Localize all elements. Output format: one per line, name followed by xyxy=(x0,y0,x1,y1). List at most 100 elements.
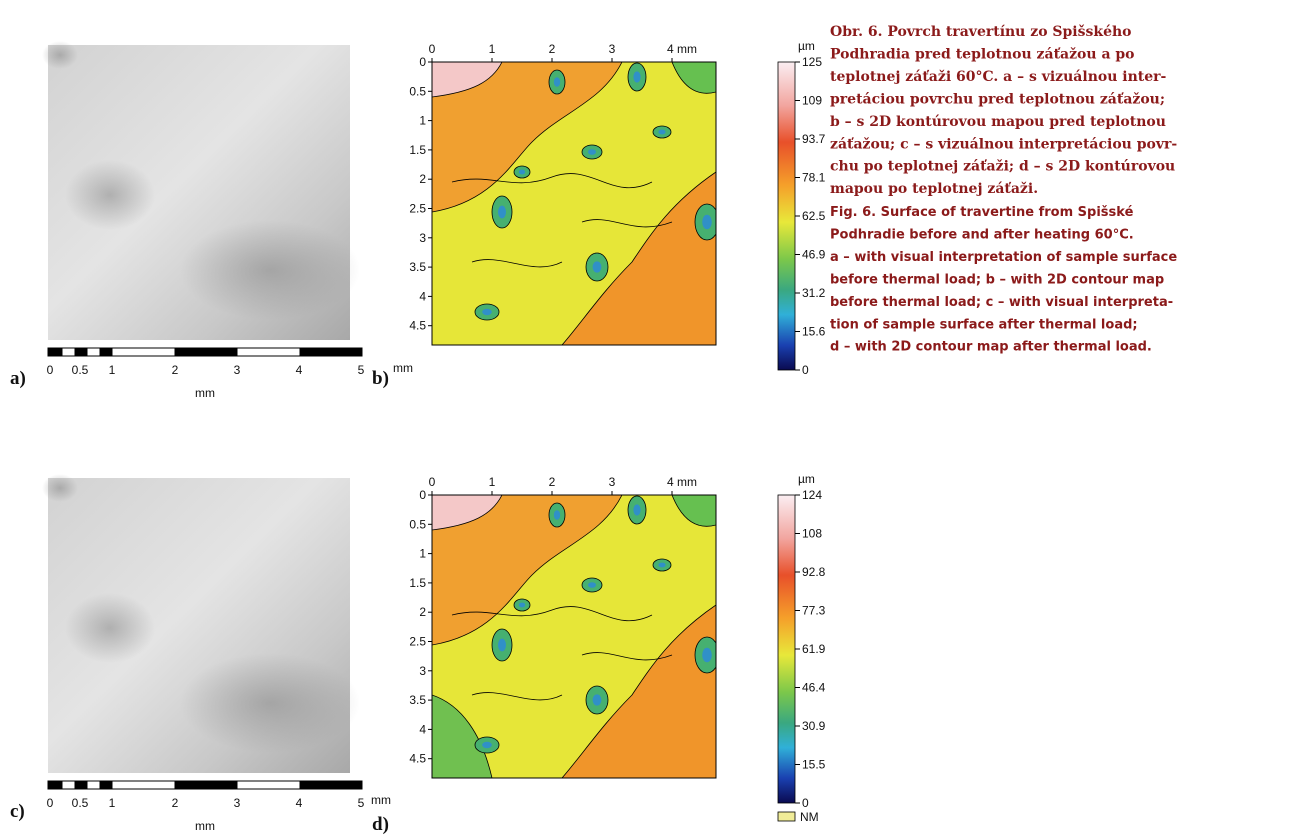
colorbar xyxy=(777,61,796,371)
y-axis-label: 4.5 xyxy=(409,319,426,333)
y-axis-label: 2.5 xyxy=(409,202,426,216)
x-axis-label: 1 xyxy=(489,475,496,489)
scale-segment xyxy=(74,347,88,357)
colorbar-label: 124 xyxy=(802,488,822,502)
scale-label: 1 xyxy=(109,363,116,377)
dark-patch xyxy=(42,474,78,502)
colorbar-label: 109 xyxy=(802,94,822,108)
contour-line xyxy=(451,606,673,701)
scale-segment xyxy=(299,780,363,790)
y-axis-label: 2.5 xyxy=(409,635,426,649)
scale-segment xyxy=(61,347,76,357)
caption-line: teplotnej záťaži 60°C. a – s vizuálnou i… xyxy=(830,69,1167,85)
y-axis-label: 1.5 xyxy=(409,576,426,590)
colorbar-label: 0 xyxy=(802,363,809,377)
x-axis-label: 4 mm xyxy=(667,475,697,489)
scale-segment xyxy=(174,347,238,357)
scale-label: 0.5 xyxy=(72,796,89,810)
low-core xyxy=(482,741,492,749)
peak-region xyxy=(432,62,503,98)
colorbar-label: 78.1 xyxy=(802,171,826,185)
map-frame xyxy=(431,494,717,779)
scale-label: 5 xyxy=(358,796,365,810)
scale-segment xyxy=(236,347,301,357)
scale-label: 0 xyxy=(47,363,54,377)
caption-line: pretáciou povrchu pred teplotnou záťažou… xyxy=(830,91,1165,107)
panel-label: d) xyxy=(372,814,389,835)
caption-line: before thermal load; c – with visual int… xyxy=(830,295,1173,310)
low-core xyxy=(498,638,506,652)
y-axis-label: 1.5 xyxy=(409,143,426,157)
low-core xyxy=(702,214,712,230)
high-region xyxy=(561,171,716,345)
colorbar-label: 15.5 xyxy=(802,758,826,772)
high-region xyxy=(432,495,623,646)
scale-segment xyxy=(86,780,101,790)
x-axis-label: 3 xyxy=(609,475,616,489)
legend-swatch xyxy=(777,811,796,822)
colorbar-label: 46.4 xyxy=(802,681,826,695)
y-axis-label: 4 xyxy=(419,722,426,736)
x-axis-label: 2 xyxy=(549,475,556,489)
dark-patch xyxy=(65,160,155,230)
colorbar-label: 125 xyxy=(802,55,822,69)
colorbar-label: 93.7 xyxy=(802,132,826,146)
panel-label: a) xyxy=(10,368,26,389)
caption-line: d – with 2D contour map after thermal lo… xyxy=(830,340,1152,355)
caption-line: before thermal load; b – with 2D contour… xyxy=(830,272,1164,287)
map-frame xyxy=(431,61,717,346)
caption-line: Obr. 6. Povrch travertínu zo Spišského xyxy=(830,24,1132,40)
low-core xyxy=(553,77,561,87)
axis-unit: mm xyxy=(371,793,391,807)
x-axis-label: 2 xyxy=(549,42,556,56)
y-axis-label: 4 xyxy=(419,289,426,303)
scale-label: 4 xyxy=(296,796,303,810)
legend-label: NM xyxy=(800,810,819,824)
dark-patch xyxy=(180,220,360,320)
scale-segment xyxy=(99,347,113,357)
caption-line: tion of sample surface after thermal loa… xyxy=(830,317,1138,332)
low-core xyxy=(518,602,526,608)
y-axis-label: 0 xyxy=(419,488,426,502)
colorbar-label: 62.5 xyxy=(802,209,826,223)
x-axis-label: 1 xyxy=(489,42,496,56)
scale-label: 2 xyxy=(172,796,179,810)
low-core xyxy=(518,169,526,175)
low-core xyxy=(588,149,596,155)
scale-label: 3 xyxy=(234,363,241,377)
scale-segment xyxy=(47,347,63,357)
colorbar-label: 61.9 xyxy=(802,642,826,656)
scale-segment xyxy=(236,780,301,790)
scale-segment xyxy=(47,780,63,790)
colorbar-label: 108 xyxy=(802,527,822,541)
caption-line: záťažou; c – s vizuálnou interpretáciou … xyxy=(830,136,1177,152)
caption-line: chu po teplotnej záťaži; d – s 2D kontúr… xyxy=(830,159,1175,175)
y-axis-label: 0.5 xyxy=(409,517,426,531)
colorbar-label: 46.9 xyxy=(802,248,826,262)
scale-segment xyxy=(74,780,88,790)
contour-map xyxy=(432,495,716,778)
low-core xyxy=(553,510,561,520)
scale-segment xyxy=(61,780,76,790)
scale-segment xyxy=(299,347,363,357)
low-core xyxy=(498,205,506,219)
panel-label: b) xyxy=(372,368,389,389)
scale-segment xyxy=(111,347,176,357)
dark-patch xyxy=(42,41,78,69)
x-axis-label: 3 xyxy=(609,42,616,56)
y-axis-label: 1 xyxy=(419,114,426,128)
y-axis-label: 3 xyxy=(419,664,426,678)
y-axis-label: 3.5 xyxy=(409,693,426,707)
y-axis-label: 2 xyxy=(419,605,426,619)
dark-patch xyxy=(180,653,360,753)
scale-segment xyxy=(99,780,113,790)
colorbar-label: 31.2 xyxy=(802,286,826,300)
high-region xyxy=(561,604,716,778)
low-core xyxy=(592,694,602,706)
caption-line: a – with visual interpretation of sample… xyxy=(830,250,1177,265)
scale-unit: mm xyxy=(195,819,215,833)
contour-map xyxy=(432,62,716,345)
colorbar-label: 77.3 xyxy=(802,604,826,618)
y-axis-label: 2 xyxy=(419,172,426,186)
